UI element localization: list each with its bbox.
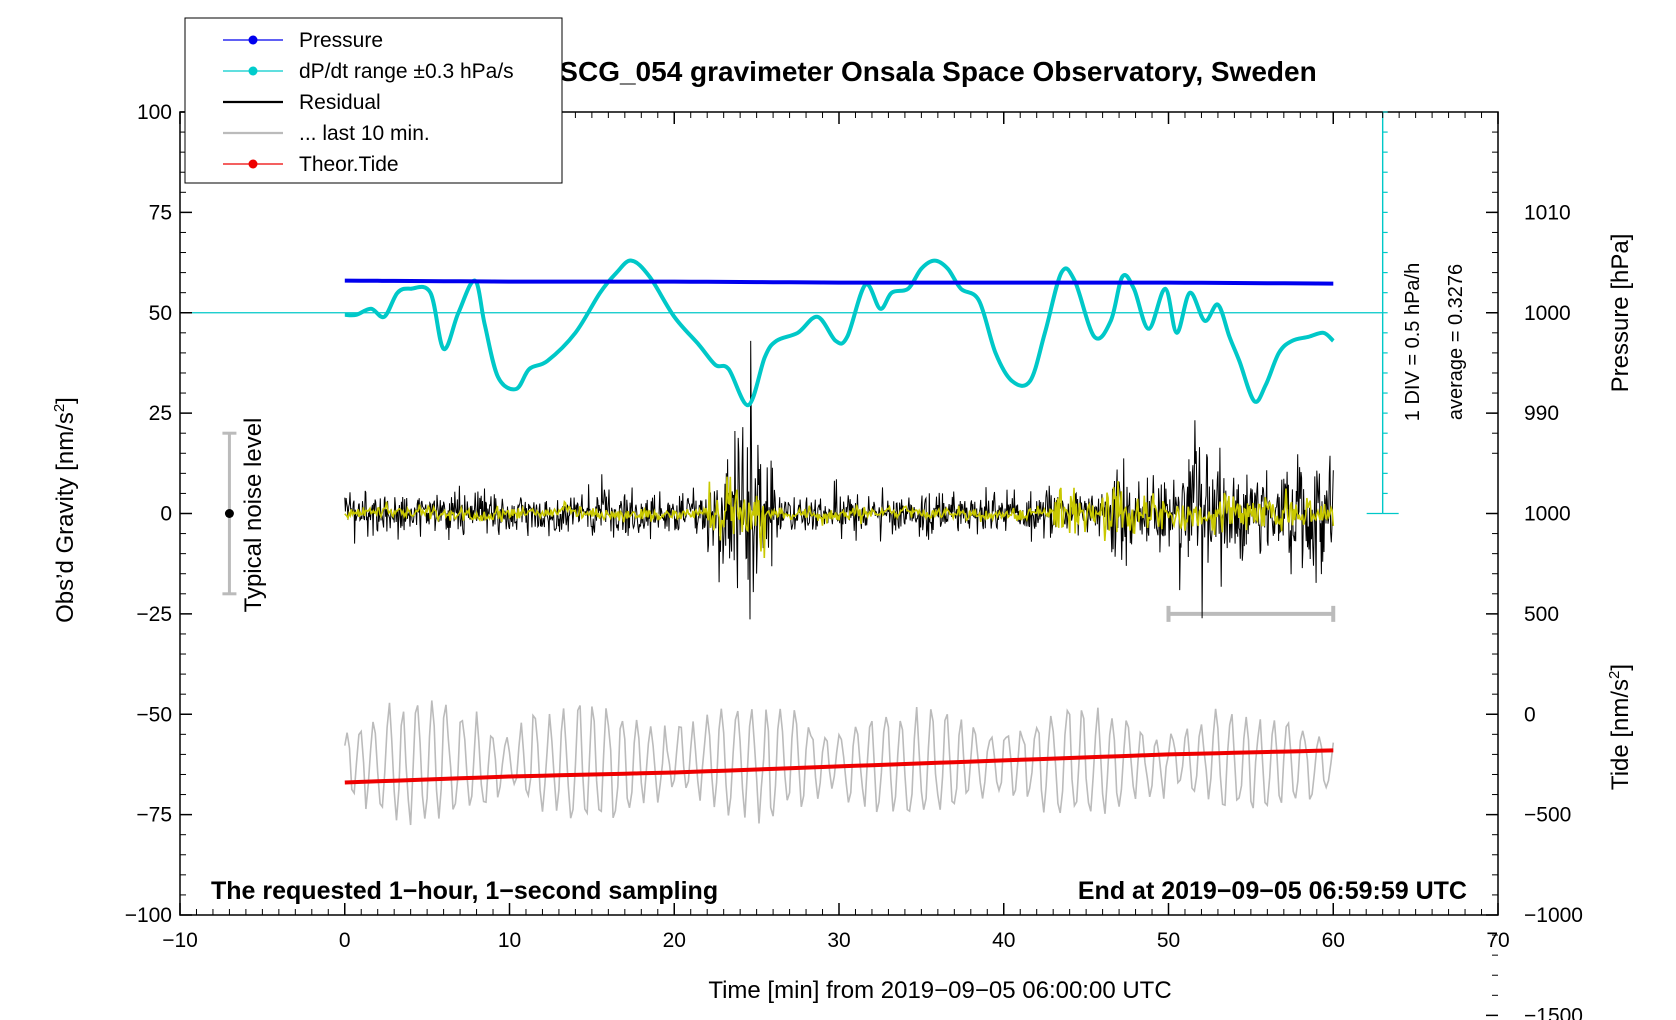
y-tick-label: 100	[137, 101, 172, 124]
x-tick-label: 50	[1157, 929, 1180, 952]
legend-box	[184, 17, 563, 184]
legend-label: Pressure	[299, 29, 383, 52]
tide-tick-label: 0	[1524, 703, 1536, 726]
legend-marker	[248, 35, 258, 45]
x-tick-label: 60	[1322, 929, 1345, 952]
x-tick-label: 30	[827, 929, 850, 952]
x-tick-label: 10	[498, 929, 521, 952]
residual-smoothed-trace	[344, 476, 1335, 559]
x-tick-label: 20	[663, 929, 686, 952]
tide-tick-label: −500	[1524, 804, 1571, 827]
legend-label: ... last 10 min.	[299, 122, 430, 145]
tide-tick-label: −1500	[1524, 1004, 1583, 1020]
y-tick-label: −50	[136, 703, 172, 726]
y-tick-label: 50	[149, 302, 172, 325]
tide-trace	[344, 748, 1334, 785]
pressure-tick-label: 1000	[1524, 302, 1571, 325]
pressure-trace	[344, 278, 1334, 286]
noise-level-label: Typical noise level	[240, 418, 267, 613]
dpdt-trace	[344, 258, 1335, 408]
y-tick-label: 25	[149, 402, 172, 425]
legend-marker	[248, 66, 258, 76]
chart-title: SCG_054 gravimeter Onsala Space Observat…	[559, 56, 1316, 87]
dpdt-scale-average-label: average = 0.3276	[1445, 264, 1467, 420]
y-axis-title-pressure: Pressure [hPa]	[1607, 234, 1634, 393]
y-axis-title-tide-end: ]	[1607, 664, 1634, 671]
legend-label: Theor.Tide	[299, 153, 399, 176]
legend-marker	[248, 159, 258, 169]
pressure-tick-label: 990	[1524, 402, 1559, 425]
y-axis-title-tide-sup: 2	[1606, 671, 1623, 679]
y-tick-label: 75	[149, 201, 172, 224]
x-tick-label: 40	[992, 929, 1015, 952]
y-axis-title-tide: Tide [nm/s2]	[1606, 664, 1634, 790]
x-tick-label: 70	[1486, 929, 1509, 952]
y-tick-label: 0	[160, 503, 172, 526]
legend-label: Residual	[299, 91, 381, 114]
y-axis-title-gravity-end: ]	[52, 397, 79, 404]
y-axis-title-gravity-sup: 2	[51, 404, 68, 412]
x-tick-label: −10	[162, 929, 198, 952]
tide-tick-label: 500	[1524, 603, 1559, 626]
y-tick-label: −25	[136, 603, 172, 626]
data-series-group	[180, 111, 1399, 826]
legend: Pressure dP/dt range ±0.3 hPa/s Residual..…	[184, 17, 563, 184]
noise-level-center-dot	[224, 509, 234, 518]
x-axis-title: Time [min] from 2019−09−05 06:00:00 UTC	[708, 977, 1171, 1004]
y-tick-label: −75	[136, 804, 172, 827]
x-tick-label: 0	[339, 929, 351, 952]
note-end-time: End at 2019−09−05 06:59:59 UTC	[1078, 877, 1467, 905]
tide-tick-label: −1000	[1524, 904, 1583, 927]
y-axis-title-gravity: Obs’d Gravity [nm/s2]	[51, 397, 79, 623]
note-requested-sampling: The requested 1−hour, 1−second sampling	[211, 877, 718, 905]
axes-group: −10 0 10 20 30 40 50 60 701007550250−25−50−75−10…	[125, 101, 1583, 1020]
pressure-tick-label: 1010	[1524, 201, 1571, 224]
y-axis-title-gravity-text: Obs’d Gravity [nm/s	[52, 412, 79, 623]
legend-label: dP/dt range ±0.3 hPa/s	[299, 60, 514, 83]
y-axis-title-tide-text: Tide [nm/s	[1607, 679, 1634, 790]
tide-tick-label: 1000	[1524, 503, 1571, 526]
residual-trace	[344, 340, 1334, 620]
y-tick-label: −100	[125, 904, 172, 927]
dpdt-scale-div-label: 1 DIV = 0.5 hPa/h	[1402, 263, 1424, 421]
